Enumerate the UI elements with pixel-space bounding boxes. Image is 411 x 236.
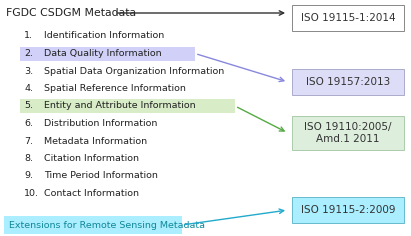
Text: 4.: 4. xyxy=(24,84,33,93)
Text: 1.: 1. xyxy=(24,31,33,41)
Text: 9.: 9. xyxy=(24,172,33,181)
Text: 5.: 5. xyxy=(24,101,33,110)
Text: Time Period Information: Time Period Information xyxy=(44,172,158,181)
Text: Data Quality Information: Data Quality Information xyxy=(44,49,162,58)
Bar xyxy=(292,69,404,95)
Text: 6.: 6. xyxy=(24,119,33,128)
Text: Distribution Information: Distribution Information xyxy=(44,119,157,128)
Text: 3.: 3. xyxy=(24,67,33,76)
Text: Spatial Reference Information: Spatial Reference Information xyxy=(44,84,186,93)
Text: Contact Information: Contact Information xyxy=(44,189,139,198)
Text: Metadata Information: Metadata Information xyxy=(44,136,147,146)
Bar xyxy=(20,99,235,113)
Text: FGDC CSDGM Metadata: FGDC CSDGM Metadata xyxy=(6,8,136,18)
Text: ISO 19110:2005/
Amd.1 2011: ISO 19110:2005/ Amd.1 2011 xyxy=(304,122,392,144)
Text: Spatial Data Organization Information: Spatial Data Organization Information xyxy=(44,67,224,76)
Text: 2.: 2. xyxy=(24,49,33,58)
Bar xyxy=(292,116,404,150)
Text: ISO 19115-2:2009: ISO 19115-2:2009 xyxy=(301,205,395,215)
Text: 8.: 8. xyxy=(24,154,33,163)
Text: 7.: 7. xyxy=(24,136,33,146)
Text: Citation Information: Citation Information xyxy=(44,154,139,163)
Bar xyxy=(20,46,195,60)
Text: ISO 19157:2013: ISO 19157:2013 xyxy=(306,77,390,87)
Text: ISO 19115-1:2014: ISO 19115-1:2014 xyxy=(301,13,395,23)
Text: Extensions for Remote Sensing Metadata: Extensions for Remote Sensing Metadata xyxy=(9,220,205,229)
Bar xyxy=(4,216,182,234)
Text: Entity and Attribute Information: Entity and Attribute Information xyxy=(44,101,196,110)
Bar xyxy=(292,5,404,31)
Text: 10.: 10. xyxy=(24,189,39,198)
Text: Identification Information: Identification Information xyxy=(44,31,164,41)
Bar xyxy=(292,197,404,223)
